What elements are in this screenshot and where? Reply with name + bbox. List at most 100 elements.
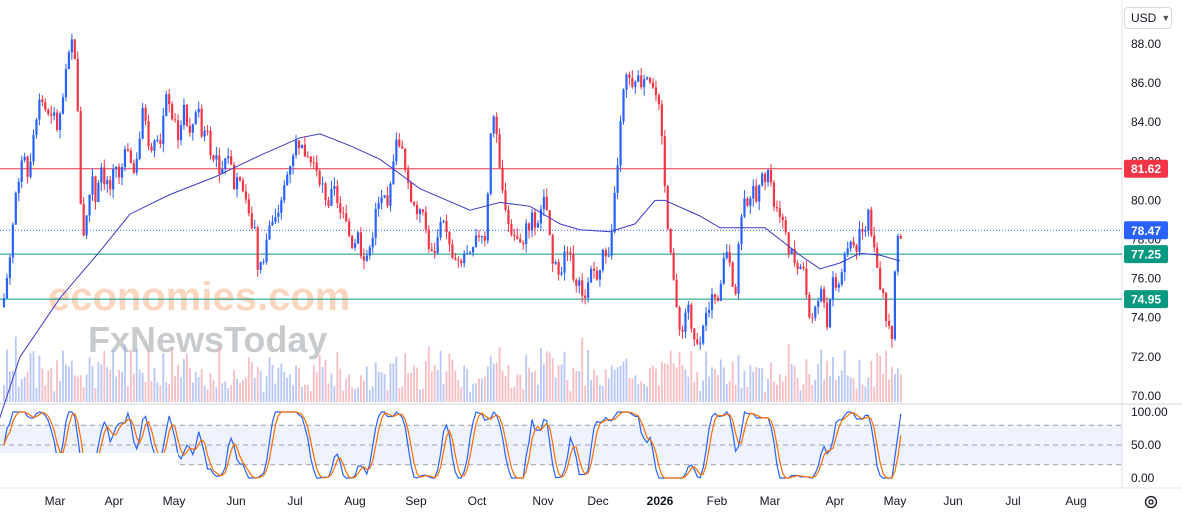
candle-body bbox=[342, 212, 345, 214]
volume-bar bbox=[327, 383, 330, 402]
candle-body bbox=[589, 268, 593, 283]
volume-bar bbox=[601, 386, 604, 402]
candle-body bbox=[88, 194, 91, 216]
volume-bar bbox=[194, 371, 197, 402]
volume-bar bbox=[805, 359, 808, 402]
candle-body bbox=[560, 272, 563, 275]
volume-bar bbox=[342, 390, 345, 402]
candle-body bbox=[123, 149, 127, 168]
volume-bar bbox=[274, 383, 277, 402]
candle-body bbox=[76, 58, 79, 111]
candle-body bbox=[696, 339, 699, 344]
volume-bar bbox=[188, 367, 191, 402]
candle-body bbox=[17, 182, 20, 193]
volume-bar bbox=[410, 372, 412, 402]
candle-body bbox=[277, 212, 280, 218]
candle-body bbox=[569, 252, 572, 254]
volume-bar bbox=[832, 356, 834, 402]
volume-bar bbox=[209, 373, 212, 402]
candle-body bbox=[584, 295, 587, 298]
candle-body bbox=[230, 156, 233, 165]
candle-body bbox=[846, 248, 849, 255]
candle-body bbox=[495, 116, 498, 135]
candle-body bbox=[32, 134, 35, 162]
candle-body bbox=[241, 180, 245, 192]
volume-bar bbox=[156, 382, 159, 402]
candle-body bbox=[218, 155, 221, 174]
time-axis-label: Dec bbox=[587, 494, 608, 508]
candle-body bbox=[828, 299, 832, 328]
candle-body bbox=[607, 255, 610, 257]
candle-body bbox=[61, 97, 65, 114]
chart-settings-button[interactable] bbox=[1140, 491, 1162, 513]
candle-body bbox=[303, 144, 306, 157]
candle-body bbox=[601, 249, 604, 271]
candle-body bbox=[2, 298, 6, 307]
candle-body bbox=[542, 196, 545, 210]
volume-bar bbox=[430, 371, 433, 402]
candle-body bbox=[554, 262, 557, 264]
volume-bar bbox=[681, 364, 684, 402]
volume-bar bbox=[144, 381, 147, 402]
candle-body bbox=[427, 229, 430, 250]
volume-bar bbox=[787, 344, 790, 402]
volume-bar bbox=[481, 378, 483, 402]
candle-body bbox=[640, 75, 643, 88]
oscillator-tick-label: 100.00 bbox=[1131, 405, 1168, 419]
time-axis[interactable]: Mar Apr May Jun Jul Aug Sep Oct Nov Dec 2026 Feb Mar… bbox=[45, 494, 1087, 508]
candle-body bbox=[85, 215, 88, 236]
volume-bar bbox=[472, 383, 474, 402]
candle-body bbox=[94, 176, 97, 202]
candle-body bbox=[309, 156, 312, 163]
candle-body bbox=[401, 146, 404, 149]
volume-bar bbox=[725, 384, 728, 402]
candle-body bbox=[834, 277, 837, 288]
volume-bar bbox=[368, 390, 371, 402]
volume-bar bbox=[846, 375, 849, 402]
time-axis-label: May bbox=[884, 494, 907, 508]
candle-body bbox=[20, 160, 23, 183]
volume-bar bbox=[628, 377, 631, 402]
candle-body bbox=[368, 247, 371, 256]
candle-body bbox=[787, 232, 790, 255]
volume-bar bbox=[35, 388, 38, 402]
candle-body bbox=[587, 282, 590, 298]
volume-bar bbox=[416, 367, 418, 402]
candle-body bbox=[339, 203, 342, 213]
volume-bar bbox=[419, 389, 421, 402]
candle-body bbox=[424, 211, 427, 230]
volume-bar bbox=[767, 378, 769, 402]
candle-body bbox=[265, 239, 268, 262]
price-level-label: 77.25 bbox=[1131, 248, 1161, 262]
candle-body bbox=[324, 183, 327, 201]
candle-body bbox=[749, 198, 752, 206]
currency-selector[interactable]: USD ▼ bbox=[1124, 7, 1172, 29]
candle-body bbox=[489, 133, 492, 194]
candle-body bbox=[356, 232, 360, 244]
volume-bar bbox=[442, 383, 445, 402]
price-axis[interactable]: 88.0086.0084.0082.0080.0078.0076.0074.00… bbox=[1131, 37, 1161, 403]
volume-bar bbox=[280, 363, 283, 402]
volume-bar bbox=[262, 391, 265, 402]
volume-bar bbox=[581, 337, 584, 402]
volume-bar bbox=[135, 348, 138, 402]
volume-bar bbox=[658, 385, 660, 402]
volume-bar bbox=[837, 375, 840, 402]
volume-bar bbox=[306, 384, 309, 402]
candle-body bbox=[389, 183, 392, 206]
candle-body bbox=[651, 82, 655, 88]
candle-body bbox=[150, 146, 153, 151]
volume-bar bbox=[551, 358, 554, 402]
volume-bar bbox=[433, 364, 436, 402]
volume-bar bbox=[147, 349, 150, 402]
candle-body bbox=[852, 241, 855, 246]
volume-bar bbox=[330, 373, 333, 402]
volume-bar bbox=[460, 387, 463, 402]
volume-bar bbox=[622, 361, 625, 402]
candle-body bbox=[769, 169, 773, 183]
volume-histogram bbox=[3, 336, 902, 402]
candle-body bbox=[581, 280, 584, 296]
volume-bar bbox=[298, 367, 300, 402]
